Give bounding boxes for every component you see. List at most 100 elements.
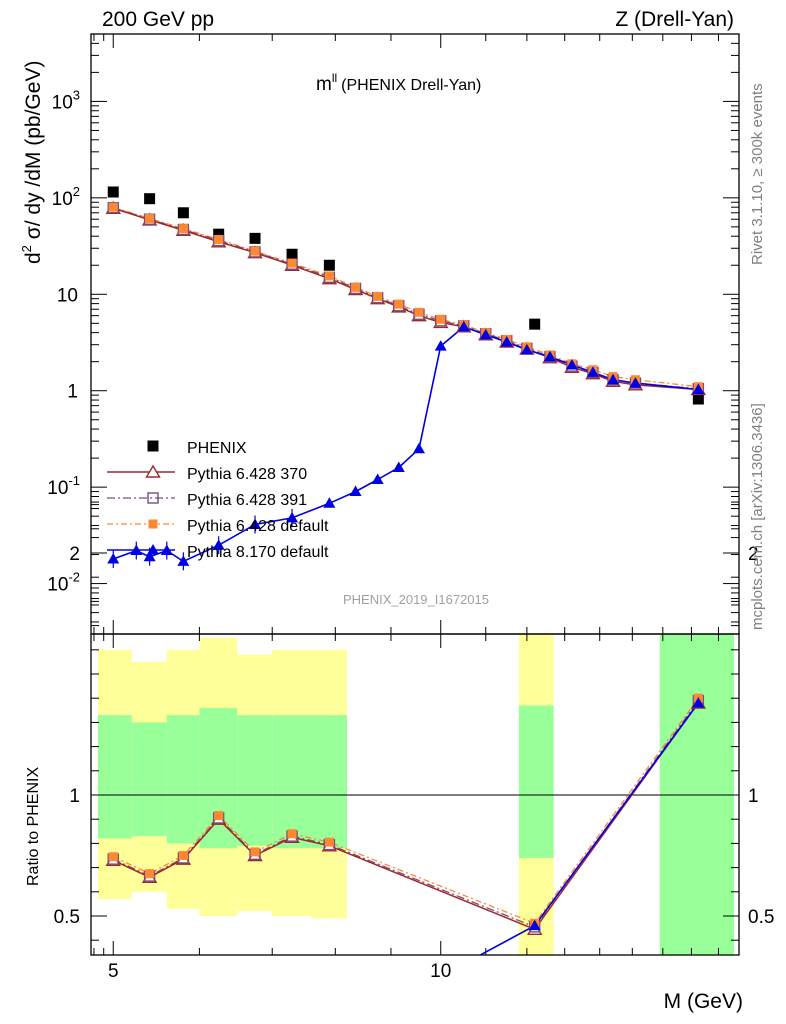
top-point-p8 (434, 340, 447, 351)
legend-marker-pdef (148, 519, 158, 529)
top-point-pdef (108, 202, 118, 212)
top-point-data (177, 207, 189, 219)
top-point-pdef (287, 258, 297, 268)
top-point-pdef (214, 234, 224, 244)
legend: PHENIX Pythia 6.428 370 Pythia 6.428 391 Py… (107, 440, 329, 561)
top-point-data (323, 259, 335, 271)
top-point-pdef (436, 314, 446, 324)
green-band-7 (518, 705, 554, 858)
legend-marker-p370 (145, 464, 161, 478)
ylabel-top-sup: 2 (19, 245, 34, 252)
top-point-p8 (392, 461, 405, 472)
legend-label-data: PHENIX (187, 440, 247, 457)
top-point-pdef (178, 224, 188, 234)
y-tick-label-top: 103 (52, 87, 80, 113)
ratio-point-pdef (108, 852, 118, 862)
top-point-p8 (349, 485, 362, 497)
plot-title-suffix: (PHENIX Drell-Yan) (341, 77, 481, 94)
top-point-p8 (565, 358, 578, 370)
ratio-point-p8 (692, 697, 705, 708)
top-series-group (105, 186, 707, 571)
top-gridmarks: 10-2 10-1 1 10 102 103 (47, 33, 739, 635)
mcplots-source: mcplots.cern.ch [arXiv:1306.3436] (749, 403, 766, 630)
green-band-8 (659, 634, 734, 955)
green-band-2 (166, 715, 200, 844)
x-tick-label: 10 (430, 961, 451, 982)
y-tick-label-bottom: 0.5 (54, 907, 80, 928)
x-axis-label: M (GeV) (664, 990, 743, 1013)
top-point-p8 (500, 335, 513, 347)
top-point-p8 (520, 343, 533, 355)
ratio-point-pdef (178, 851, 188, 860)
top-point-p8 (543, 350, 556, 362)
green-band-5 (272, 715, 312, 849)
ratio-point-pdef (287, 829, 297, 839)
y-tick-label-top: 1 (67, 382, 78, 403)
y-tick-label-bottom: 1 (69, 786, 80, 807)
top-point-p8 (586, 366, 599, 377)
bottom-series-group (105, 693, 707, 955)
top-point-data (692, 393, 704, 405)
ylabel-top-a: d (22, 252, 45, 264)
top-point-p8 (692, 383, 705, 394)
ratio-point-p8 (528, 919, 541, 931)
top-point-pdef (145, 214, 155, 224)
plot-title-main: m (316, 74, 332, 95)
green-band-0 (97, 715, 132, 839)
ratio-point-pdef (145, 869, 155, 879)
top-point-data (286, 248, 298, 260)
top-point-data (213, 228, 225, 240)
top-line-pdef (113, 206, 699, 388)
y-tick-label-bottom-right: 2 (748, 544, 759, 565)
ratio-point-pdef (214, 811, 224, 821)
y-axis-label-bottom: Ratio to PHENIX (25, 767, 42, 886)
green-band-6 (311, 715, 347, 849)
top-point-p8 (607, 373, 620, 385)
y-tick-label-bottom-right: 0.5 (748, 907, 774, 928)
rivet-version: Rivet 3.1.10, ≥ 300k events (749, 83, 766, 265)
green-band-3 (199, 707, 238, 849)
top-point-data (249, 232, 261, 244)
top-point-p8 (323, 497, 336, 508)
top-point-p8 (371, 473, 384, 485)
top-point-p8 (479, 328, 492, 340)
top-point-p8 (629, 377, 642, 388)
y-axis-label-top: d2 σ/ dy /dM (pb/GeV) (19, 61, 45, 264)
legend-label-p391: Pythia 6.428 391 (187, 492, 307, 509)
top-point-pdef (351, 282, 361, 292)
y-tick-label-top: 102 (52, 184, 80, 210)
energy-label: 200 GeV pp (102, 8, 214, 31)
top-point-pdef (373, 291, 383, 301)
green-band-1 (131, 722, 167, 837)
plot-title: mll (PHENIX Drell-Yan) (316, 71, 481, 95)
legend-label-pdef: Pythia 6.428 default (187, 518, 329, 535)
top-line-p391 (113, 207, 699, 390)
green-band-4 (237, 715, 273, 846)
bottom-gridmarks: 5 10 0.5 0.5 1 1 2 2 (54, 504, 774, 982)
ylabel-top-b: σ/ dy /dM (pb/GeV) (22, 61, 45, 246)
top-point-pdef (394, 299, 404, 309)
y-tick-label-bottom-right: 1 (748, 786, 759, 807)
plot-title-sup: ll (332, 71, 337, 85)
y-tick-label-top: 10 (57, 285, 78, 306)
y-tick-label-top: 10-2 (47, 570, 80, 596)
x-tick-label: 5 (108, 961, 119, 982)
y-tick-label-bottom: 2 (69, 544, 80, 565)
top-point-data (107, 186, 119, 198)
top-point-pdef (250, 246, 260, 256)
top-point-p8 (457, 320, 470, 332)
top-point-pdef (324, 271, 334, 281)
legend-marker-data (147, 440, 159, 452)
top-line-p370 (112, 207, 699, 391)
top-point-data (529, 318, 541, 330)
bottom-frame (90, 633, 740, 956)
y-tick-label-top: 10-1 (47, 473, 80, 499)
top-point-p8 (412, 442, 425, 454)
analysis-id: PHENIX_2019_I1672015 (343, 592, 489, 607)
legend-label-p8: Pythia 8.170 default (187, 544, 329, 561)
process-label: Z (Drell-Yan) (615, 8, 734, 31)
legend-marker-p8 (147, 544, 159, 555)
legend-label-p370: Pythia 6.428 370 (187, 466, 307, 483)
ratio-point-pdef (250, 847, 260, 857)
